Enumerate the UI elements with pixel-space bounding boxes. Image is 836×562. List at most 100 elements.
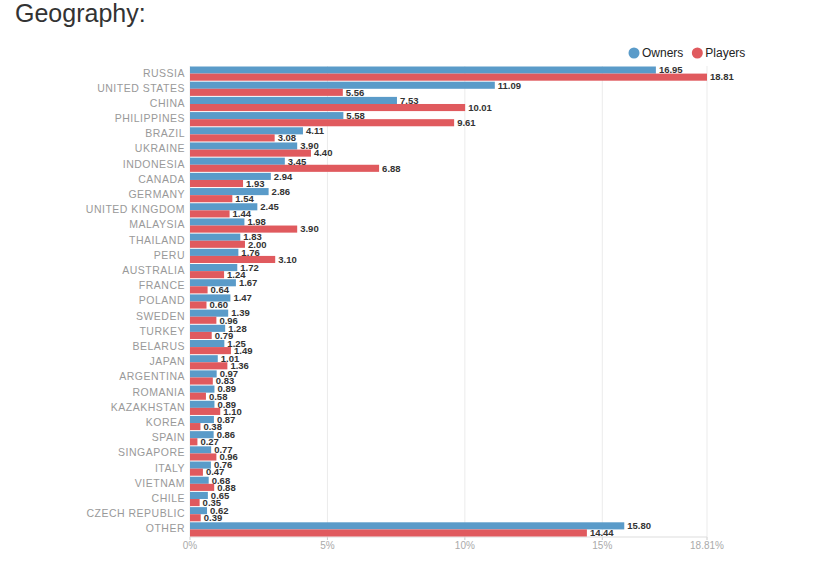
data-label: 0.79 — [215, 330, 234, 341]
bars — [190, 67, 707, 537]
bar — [190, 370, 217, 377]
bar — [190, 158, 285, 165]
bar — [190, 355, 218, 362]
data-label: 0.27 — [200, 436, 219, 447]
category-label: ARGENTINA — [119, 370, 185, 382]
category-label: SWEDEN — [136, 310, 185, 322]
data-label: 0.64 — [211, 284, 230, 295]
data-label: 11.09 — [498, 80, 521, 91]
bar — [190, 89, 343, 96]
category-label: CANADA — [138, 173, 185, 185]
bar — [190, 514, 201, 521]
tick-label: 10% — [455, 540, 475, 551]
category-label: VIETNAM — [135, 477, 185, 489]
bar — [190, 188, 269, 195]
data-label: 15.80 — [627, 520, 651, 531]
bar — [190, 82, 495, 89]
category-label: KOREA — [146, 416, 185, 428]
data-label: 1.44 — [233, 208, 252, 219]
data-label: 10.01 — [468, 102, 492, 113]
category-label: CHILE — [152, 492, 185, 504]
grid-line — [327, 66, 328, 537]
data-label: 2.94 — [274, 171, 293, 182]
data-label: 9.61 — [457, 117, 476, 128]
category-label: AUSTRALIA — [122, 264, 185, 276]
grid-line — [707, 66, 708, 537]
bar — [190, 210, 230, 217]
bar — [190, 401, 214, 408]
data-label: 4.40 — [314, 147, 333, 158]
legend-swatch — [629, 48, 640, 59]
bar — [190, 340, 224, 347]
category-label: ITALY — [155, 462, 185, 474]
category-label: SINGAPORE — [118, 446, 185, 458]
bar — [190, 377, 213, 384]
legend-label: Players — [705, 46, 745, 60]
data-label: 3.90 — [300, 223, 319, 234]
category-label: INDONESIA — [123, 158, 185, 170]
bar — [190, 256, 275, 263]
data-label: 0.38 — [203, 421, 222, 432]
data-label: 0.47 — [206, 466, 225, 477]
data-label: 1.36 — [230, 360, 249, 371]
category-label: UNITED KINGDOM — [86, 203, 185, 215]
legend-label: Owners — [642, 46, 683, 60]
data-label: 0.88 — [217, 482, 236, 493]
legend: Owners Players — [629, 46, 746, 60]
category-label: SPAIN — [152, 431, 185, 443]
data-label: 1.49 — [234, 345, 253, 356]
bar — [190, 317, 216, 324]
bar — [190, 477, 209, 484]
data-label: 5.56 — [346, 87, 365, 98]
data-label: 0.83 — [216, 375, 235, 386]
data-label: 2.00 — [248, 239, 267, 250]
bar — [190, 249, 238, 256]
category-label: THAILAND — [129, 234, 185, 246]
data-label: 4.11 — [306, 125, 325, 136]
tick-label: 15% — [592, 540, 612, 551]
bar — [190, 134, 275, 141]
category-label: RUSSIA — [143, 67, 185, 79]
grid-line — [602, 66, 603, 537]
data-label: 2.86 — [272, 186, 291, 197]
bar — [190, 104, 465, 111]
grid-line — [464, 66, 465, 537]
data-labels: 16.9511.097.535.584.113.903.452.942.862.… — [200, 64, 734, 538]
data-label: 0.58 — [209, 391, 228, 402]
data-label: 14.44 — [590, 527, 614, 538]
legend-swatch — [692, 48, 703, 59]
category-label: CHINA — [150, 97, 185, 109]
category-label: ROMANIA — [132, 386, 185, 398]
bar — [190, 74, 707, 81]
tick-label: 0% — [183, 540, 198, 551]
bar — [190, 446, 211, 453]
bar — [190, 67, 656, 74]
data-label: 7.53 — [400, 95, 419, 106]
data-label: 3.45 — [288, 156, 307, 167]
data-label: 6.88 — [382, 163, 401, 174]
bar — [190, 469, 203, 476]
category-label: UNITED STATES — [97, 82, 185, 94]
bar — [190, 112, 343, 119]
category-label: GERMANY — [128, 188, 185, 200]
bar — [190, 438, 197, 445]
data-label: 0.96 — [219, 451, 238, 462]
category-label: BELARUS — [132, 340, 185, 352]
category-label: MALAYSIA — [129, 218, 185, 230]
data-label: 1.24 — [227, 269, 246, 280]
bar — [190, 234, 240, 241]
data-label: 2.45 — [260, 201, 279, 212]
data-label: 1.93 — [246, 178, 265, 189]
category-label: PHILIPPINES — [115, 112, 185, 124]
data-label: 0.35 — [203, 497, 222, 508]
bar — [190, 408, 220, 415]
data-label: 16.95 — [659, 64, 683, 75]
data-label: 0.96 — [219, 315, 238, 326]
bar — [190, 142, 297, 149]
category-label: KAZAKHSTAN — [111, 401, 185, 413]
bar — [190, 271, 224, 278]
bar — [190, 499, 200, 506]
bar — [190, 393, 206, 400]
bar — [190, 453, 216, 460]
category-label: FRANCE — [139, 279, 185, 291]
